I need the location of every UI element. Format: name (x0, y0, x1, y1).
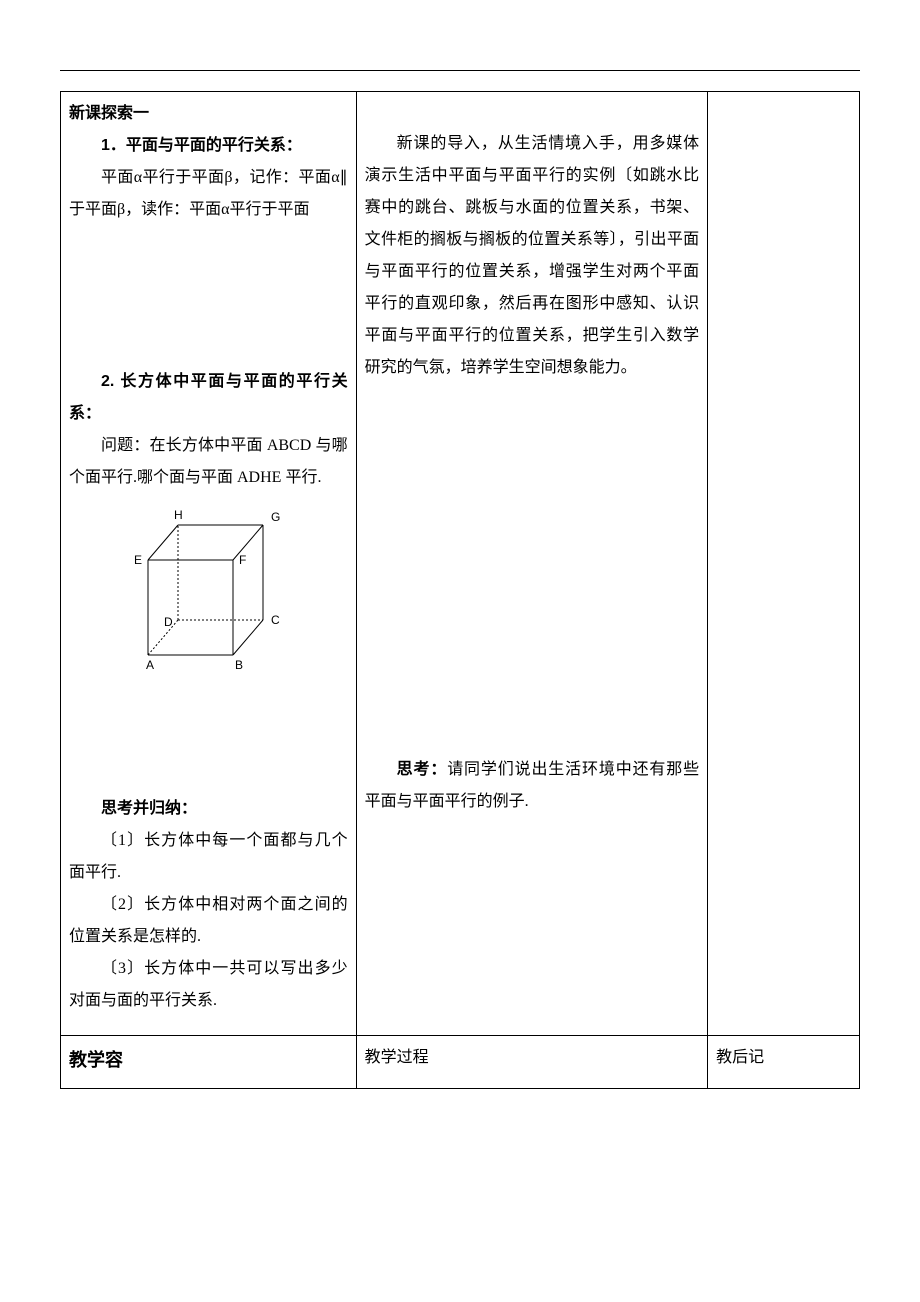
mid-top-spacer (365, 98, 700, 128)
svg-text:F: F (239, 553, 246, 567)
footer-c3: 教后记 (708, 1036, 860, 1089)
spacer-2 (69, 683, 348, 793)
think-title-text: 思考并归纳： (101, 800, 197, 817)
svg-text:D: D (164, 615, 173, 629)
think-item-1: 〔1〕长方体中每一个面都与几个面平行. (69, 825, 348, 889)
content-row: 新课探索一 1．平面与平面的平行关系： 平面α平行于平面β，记作：平面α∥于平面… (61, 92, 860, 1036)
think-item-3: 〔3〕长方体中一共可以写出多少对面与面的平行关系. (69, 953, 348, 1017)
svg-text:B: B (235, 658, 243, 672)
s1-title: 1．平面与平面的平行关系： (69, 130, 348, 162)
footer-c2-text: 教学过程 (365, 1049, 429, 1066)
left-cell: 新课探索一 1．平面与平面的平行关系： 平面α平行于平面β，记作：平面α∥于平面… (61, 92, 357, 1036)
footer-c1-text: 教学容 (69, 1050, 123, 1070)
svg-text:H: H (174, 508, 183, 522)
top-rule (60, 70, 860, 71)
mid-spacer (365, 384, 700, 754)
middle-cell: 新课的导入，从生活情境入手，用多媒体演示生活中平面与平面平行的实例〔如跳水比赛中… (356, 92, 708, 1036)
footer-row: 教学容 教学过程 教后记 (61, 1036, 860, 1089)
s1-body: 平面α平行于平面β，记作：平面α∥于平面β，读作：平面α平行于平面 (69, 162, 348, 226)
section-heading: 新课探索一 (69, 98, 348, 130)
middle-think: 思考：请同学们说出生活环境中还有那些平面与平面平行的例子. (365, 754, 700, 818)
think-item-2: 〔2〕长方体中相对两个面之间的位置关系是怎样的. (69, 889, 348, 953)
s2-body: 问题：在长方体中平面 ABCD 与哪个面平行.哪个面与平面 ADHE 平行. (69, 430, 348, 494)
lesson-table: 新课探索一 1．平面与平面的平行关系： 平面α平行于平面β，记作：平面α∥于平面… (60, 91, 860, 1089)
s2-title-text: 2. 长方体中平面与平面的平行关系： (69, 373, 348, 422)
think-title: 思考并归纳： (69, 793, 348, 825)
s1-title-text: 1．平面与平面的平行关系： (101, 137, 302, 154)
right-cell (708, 92, 860, 1036)
svg-text:G: G (271, 510, 280, 524)
cuboid-diagram: A B C D E F G H (108, 500, 308, 675)
think-label: 思考： (397, 761, 448, 778)
spacer-3 (69, 1017, 348, 1025)
s2-title: 2. 长方体中平面与平面的平行关系： (69, 366, 348, 430)
page: 新课探索一 1．平面与平面的平行关系： 平面α平行于平面β，记作：平面α∥于平面… (0, 0, 920, 1302)
intro-paragraph: 新课的导入，从生活情境入手，用多媒体演示生活中平面与平面平行的实例〔如跳水比赛中… (365, 128, 700, 384)
svg-text:C: C (271, 613, 280, 627)
spacer (69, 226, 348, 366)
footer-c2: 教学过程 (356, 1036, 708, 1089)
footer-c3-text: 教后记 (716, 1049, 764, 1066)
svg-text:A: A (146, 658, 154, 672)
footer-c1: 教学容 (61, 1036, 357, 1089)
svg-text:E: E (134, 553, 142, 567)
